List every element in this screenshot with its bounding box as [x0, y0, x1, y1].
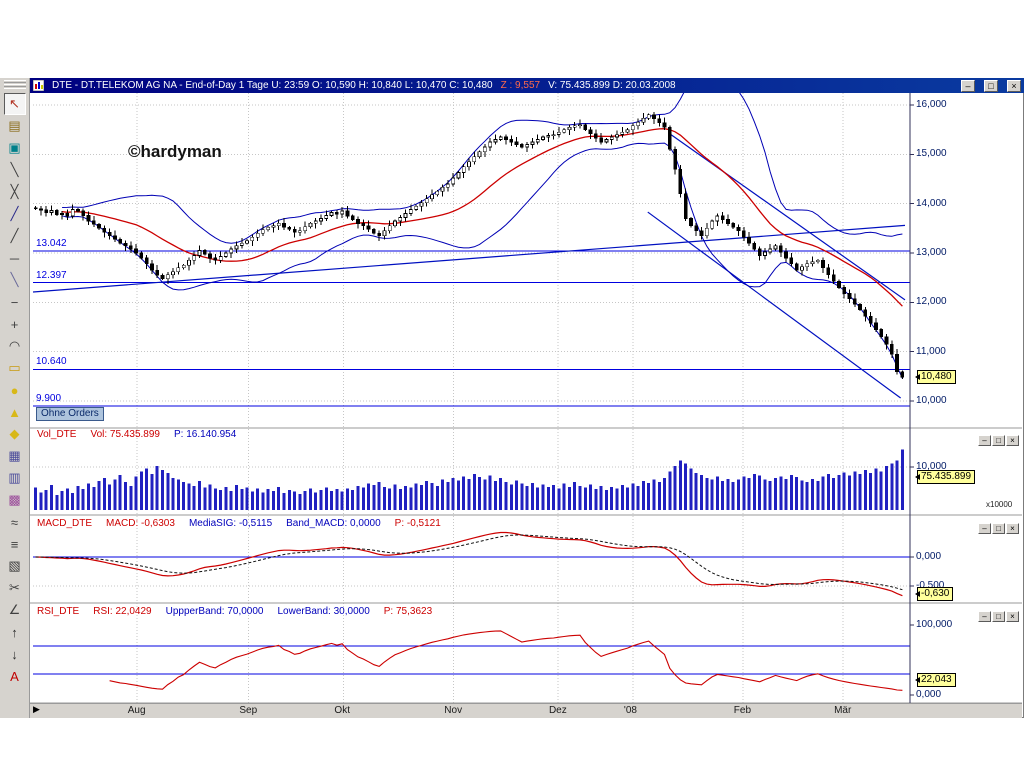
orders-status-label: Ohne Orders — [36, 407, 104, 421]
volume-panel-header: Vol_DTE Vol: 75.435.899 P: 16.140.954 — [37, 429, 250, 440]
arrow-down-tool[interactable]: ↓ — [11, 646, 18, 662]
triangle-tool[interactable]: ▲ — [8, 404, 21, 420]
arrow-up-tool[interactable]: ↑ — [11, 624, 18, 640]
volume-indicator-name: Vol_DTE — [37, 429, 77, 440]
macd-panel-buttons: – □ × — [977, 518, 1019, 536]
indicator-param: UppperBand: 70,0000 — [165, 606, 264, 617]
rsi-indicator-name: RSI_DTE — [37, 606, 80, 617]
columns-tool[interactable]: ▥ — [8, 470, 21, 485]
chart-window — [0, 78, 1024, 718]
title-bar[interactable]: DTE - DT.TELEKOM AG NA - End-of-Day 1 Ta… — [30, 78, 1024, 93]
watermark: ©hardyman — [128, 142, 222, 161]
window-title: DTE - DT.TELEKOM AG NA - End-of-Day 1 Ta… — [52, 80, 493, 91]
panel-close-button[interactable]: × — [1006, 611, 1019, 622]
drawing-toolbar: ↖ ▤ ▣ ╲ ╳ ╱ ╱ ─ ╲ − + ◠ ▭ ● ▲ ◆ ▦ ▥ ▩ ≈ ≡ ▧ ✂ ∠ ↑ ↓ A — [0, 78, 30, 718]
panel-maximize-button[interactable]: □ — [992, 611, 1005, 622]
x-axis-scroll-button[interactable]: ▶ — [33, 704, 40, 714]
panel-minimize-button[interactable]: – — [978, 523, 991, 534]
indicator-param: P: 16.140.954 — [173, 429, 237, 440]
text-tool[interactable]: A — [10, 668, 19, 684]
window-icon — [32, 79, 45, 92]
panel-maximize-button[interactable]: □ — [992, 523, 1005, 534]
ellipse-tool[interactable]: ● — [10, 382, 19, 398]
extended-line-tool[interactable]: ─ — [9, 250, 20, 266]
wave-tool[interactable]: ≈ — [10, 514, 19, 530]
panel-close-button[interactable]: × — [1006, 435, 1019, 446]
grid-tool[interactable]: ▦ — [8, 448, 21, 463]
rectangle-tool[interactable]: ▭ — [8, 360, 21, 375]
maximize-button[interactable]: □ — [984, 79, 998, 92]
panel-minimize-button[interactable]: – — [978, 611, 991, 622]
indicator-param: Vol: 75.435.899 — [90, 429, 160, 440]
ray-tool[interactable]: ╱ — [10, 228, 19, 243]
regression-tool[interactable]: ╱ — [10, 206, 19, 221]
pattern-tool[interactable]: ▩ — [8, 492, 21, 507]
indicator-param: LowerBand: 30,0000 — [277, 606, 370, 617]
indicator-param: MediaSIG: -0,5115 — [188, 518, 273, 529]
minimize-button[interactable]: – — [961, 79, 975, 92]
panel-minimize-button[interactable]: – — [978, 435, 991, 446]
toolbar-grip[interactable] — [3, 80, 26, 90]
macd-panel-header: MACD_DTE MACD: -0,6303 MediaSIG: -0,5115 Ba… — [37, 518, 455, 529]
window-title-z-value: Z : 9,557 — [500, 80, 541, 91]
indicator-param: Band_MACD: 0,0000 — [286, 518, 381, 529]
indicator-param: MACD: -0,6303 — [106, 518, 175, 529]
list-tool[interactable]: ▧ — [8, 558, 21, 573]
minus-tool[interactable]: − — [10, 294, 19, 310]
plus-tool[interactable]: + — [10, 316, 19, 332]
indicator-param: P: -0,5121 — [394, 518, 441, 529]
volume-panel-buttons: – □ × — [977, 430, 1019, 448]
panel-close-button[interactable]: × — [1006, 523, 1019, 534]
indicator-param: P: 75,3623 — [383, 606, 433, 617]
rsi-panel-buttons: – □ × — [977, 606, 1019, 624]
fibonacci-tool[interactable]: ≡ — [10, 536, 19, 552]
indicator-param: RSI: 22,0429 — [93, 606, 152, 617]
panel-maximize-button[interactable]: □ — [992, 435, 1005, 446]
segment-tool[interactable]: ╲ — [10, 272, 19, 287]
zoom-region-tool[interactable]: ▣ — [8, 140, 21, 155]
trendline-tool[interactable]: ╲ — [10, 162, 19, 177]
window-title-volume-date: V: 75.435.899 D: 20.03.2008 — [548, 80, 676, 91]
layers-tool[interactable]: ▤ — [8, 118, 21, 133]
angle-tool[interactable]: ∠ — [8, 602, 21, 617]
close-button[interactable]: × — [1007, 79, 1021, 92]
crossline-tool[interactable]: ╳ — [10, 184, 19, 199]
rsi-panel-header: RSI_DTE RSI: 22,0429 UppperBand: 70,0000 Lo… — [37, 606, 446, 617]
arc-tool[interactable]: ◠ — [8, 338, 21, 353]
diamond-tool[interactable]: ◆ — [9, 426, 20, 441]
cut-tool[interactable]: ✂ — [9, 580, 20, 595]
pointer-tool[interactable]: ↖ — [3, 93, 26, 115]
macd-indicator-name: MACD_DTE — [37, 518, 93, 529]
